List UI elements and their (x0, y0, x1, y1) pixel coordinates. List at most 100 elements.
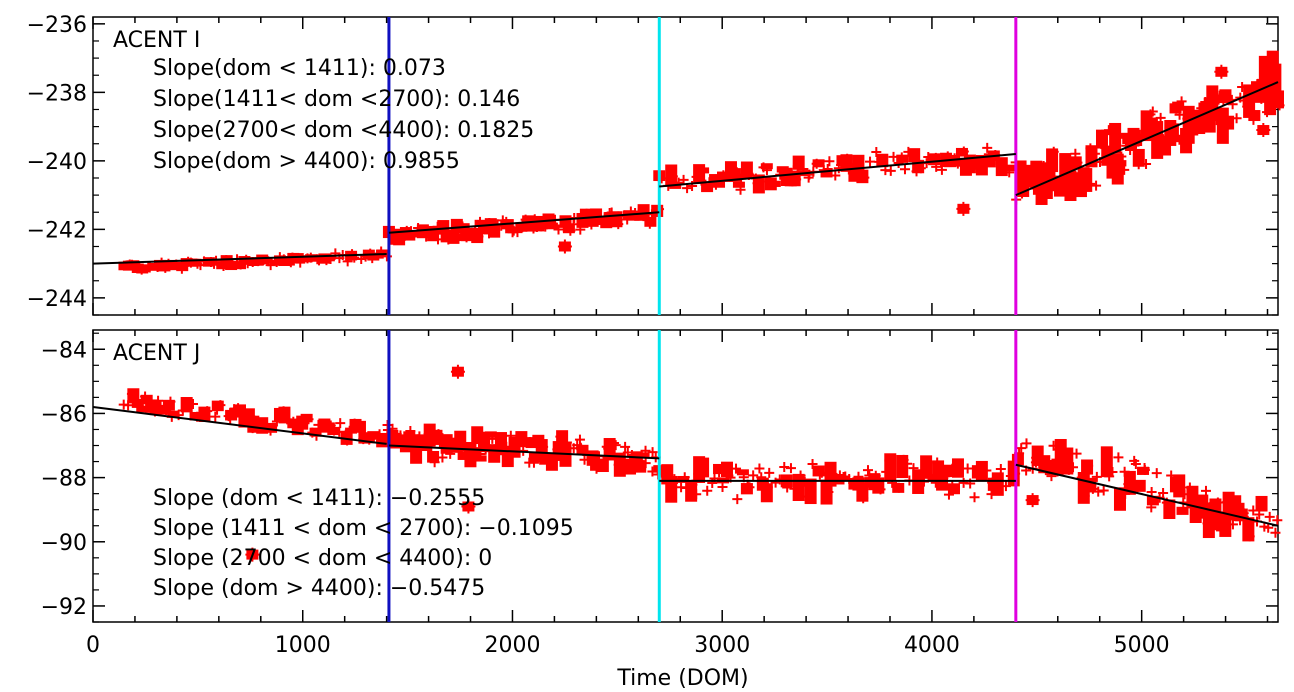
data-point (303, 414, 314, 425)
data-point (528, 457, 539, 468)
data-point (561, 437, 572, 448)
data-point (744, 482, 755, 493)
data-point (433, 429, 444, 440)
data-point (791, 174, 802, 185)
plot-frame (92, 329, 1279, 623)
data-point-cluster (651, 204, 664, 217)
data-point (1141, 159, 1152, 170)
data-point (752, 178, 763, 189)
data-point-cluster (1026, 495, 1039, 506)
data-point (565, 225, 576, 236)
data-point (940, 471, 951, 482)
data-point-cluster (225, 261, 238, 271)
data-point (202, 406, 213, 417)
data-point (732, 494, 743, 505)
panel-acent-j: −84 −86 −88 −90 −92 0 1000 2000 3000 4000 5000 ACEN… (41, 329, 1283, 658)
data-point-cluster (701, 183, 714, 193)
data-point (702, 485, 713, 496)
data-point (501, 216, 512, 227)
data-point (200, 408, 211, 419)
data-point (1081, 171, 1092, 182)
data-point (575, 442, 586, 453)
fit-line (388, 211, 660, 234)
y-tick-label: −236 (27, 13, 87, 38)
y-tick-label: −240 (27, 150, 87, 175)
data-point (445, 448, 456, 459)
data-point (830, 170, 841, 181)
data-point-cluster (844, 163, 857, 170)
data-point (949, 153, 960, 164)
data-point (620, 441, 631, 452)
data-point-cluster (406, 231, 419, 238)
data-point (153, 395, 164, 406)
data-point (1212, 497, 1223, 508)
data-point (1264, 511, 1275, 522)
data-point (1100, 143, 1111, 154)
data-point-cluster (167, 410, 180, 418)
data-point (1071, 448, 1082, 459)
panel-acent-i: −236 −238 −240 −242 −244 ACENT I Slope(dom < 1… (27, 13, 1285, 316)
data-point-cluster (1176, 506, 1189, 515)
fit-line (92, 253, 387, 265)
data-point (1089, 148, 1100, 159)
y-tick-label: −92 (41, 595, 87, 620)
y-tick-label: −90 (41, 531, 87, 556)
x-tick-label: 1000 (275, 633, 331, 658)
data-point (1238, 508, 1249, 519)
data-point (1208, 507, 1219, 518)
data-point (814, 469, 825, 480)
data-point (842, 153, 853, 164)
data-point (429, 457, 440, 468)
data-point (807, 458, 818, 469)
data-point-cluster (1064, 170, 1077, 201)
data-point-cluster (1272, 90, 1284, 109)
data-point (976, 165, 987, 176)
data-point (896, 152, 907, 163)
x-tick-label: 0 (86, 633, 100, 658)
data-point (1139, 465, 1150, 476)
data-point-cluster (562, 224, 575, 234)
data-point (647, 447, 658, 458)
data-point (761, 165, 772, 176)
data-point-cluster (558, 241, 571, 252)
data-point (1130, 458, 1141, 469)
data-point (140, 391, 151, 402)
data-point (887, 477, 898, 488)
data-point (211, 255, 222, 266)
data-point-cluster (162, 399, 175, 411)
data-point (546, 457, 557, 468)
data-point-cluster (1172, 101, 1185, 111)
data-point-cluster (246, 549, 259, 560)
data-point (795, 470, 806, 481)
data-point (1165, 508, 1176, 519)
data-point (909, 149, 920, 160)
data-point-cluster (1257, 125, 1270, 136)
x-axis-label: Time (DOM) (616, 666, 748, 691)
data-point (823, 486, 834, 497)
data-point (1274, 100, 1285, 111)
data-point (613, 459, 624, 470)
data-point (1107, 467, 1118, 478)
data-point (707, 477, 718, 488)
data-point-cluster (947, 483, 960, 495)
data-point (1068, 462, 1079, 473)
data-point-cluster (1133, 479, 1146, 492)
x-tick-label: 3000 (694, 633, 750, 658)
data-point (640, 458, 651, 469)
data-point (516, 432, 527, 443)
data-point (126, 388, 137, 399)
y-tick-label: −242 (27, 218, 87, 243)
data-point-cluster (586, 219, 599, 227)
data-point (454, 438, 465, 449)
data-point (995, 464, 1006, 475)
data-point (1172, 475, 1183, 486)
data-point (644, 218, 655, 229)
data-point-cluster (131, 399, 144, 408)
data-point (1091, 471, 1102, 482)
data-point (899, 164, 910, 175)
fit-line (388, 444, 660, 460)
data-point (764, 467, 775, 478)
data-point-cluster (951, 458, 964, 478)
data-point (188, 399, 199, 410)
